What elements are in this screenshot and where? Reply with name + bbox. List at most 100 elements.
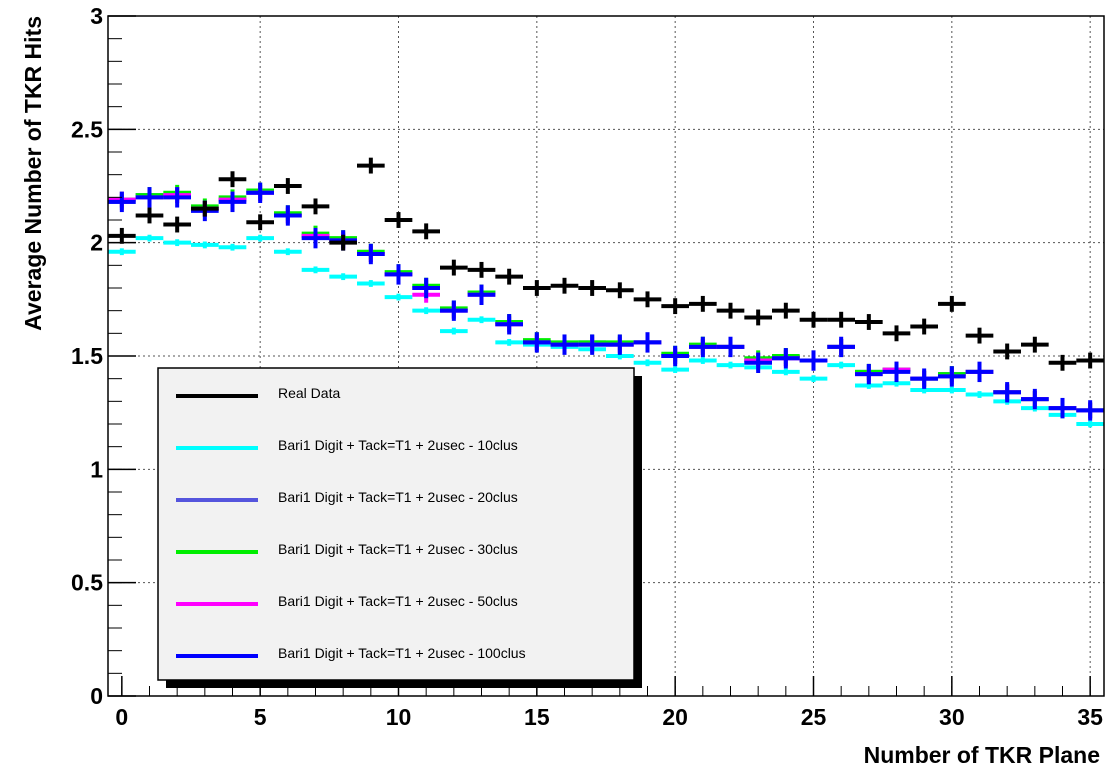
data-point bbox=[163, 187, 191, 208]
data-point bbox=[357, 280, 385, 287]
data-point bbox=[274, 178, 302, 194]
data-point bbox=[550, 334, 579, 355]
data-point bbox=[661, 366, 689, 373]
legend-label: Bari1 Digit + Tack=T1 + 2usec - 10clus bbox=[278, 437, 518, 453]
data-point bbox=[772, 302, 800, 319]
data-point bbox=[799, 311, 828, 328]
axis-ticks bbox=[108, 15, 1091, 697]
data-point bbox=[993, 343, 1021, 360]
series-5 bbox=[108, 182, 1104, 421]
data-point bbox=[633, 359, 662, 367]
y-tick-labels: 0 0.5 1 1.5 2 2.5 3 bbox=[71, 3, 103, 709]
data-point bbox=[716, 361, 745, 369]
data-point bbox=[218, 191, 247, 213]
data-point bbox=[606, 282, 634, 299]
data-point bbox=[246, 182, 274, 203]
data-point bbox=[827, 311, 855, 328]
data-point bbox=[523, 332, 551, 353]
data-point bbox=[910, 368, 938, 389]
data-point bbox=[163, 239, 191, 247]
data-point bbox=[882, 325, 911, 342]
data-point bbox=[1076, 420, 1104, 428]
x-tick-label: 5 bbox=[254, 704, 267, 730]
legend-label: Bari1 Digit + Tack=T1 + 2usec - 20clus bbox=[278, 489, 518, 505]
data-point bbox=[855, 363, 883, 385]
legend: Real Data Bari1 Digit + Tack=T1 + 2usec -… bbox=[157, 367, 642, 688]
data-point bbox=[301, 227, 330, 249]
data-point bbox=[191, 241, 219, 249]
data-point bbox=[1021, 336, 1049, 353]
data-point bbox=[440, 300, 468, 321]
data-point bbox=[495, 268, 523, 285]
data-layer bbox=[108, 157, 1104, 428]
data-point bbox=[633, 332, 662, 353]
data-point bbox=[965, 361, 994, 383]
data-point bbox=[772, 368, 800, 376]
data-point bbox=[495, 314, 523, 335]
legend-entry: Bari1 Digit + Tack=T1 + 2usec - 20clus bbox=[176, 489, 518, 505]
data-point bbox=[633, 291, 662, 308]
data-point bbox=[357, 157, 385, 174]
data-point bbox=[384, 264, 413, 285]
data-point bbox=[910, 318, 938, 335]
data-point bbox=[1076, 352, 1104, 369]
data-point bbox=[965, 391, 994, 398]
data-point bbox=[827, 361, 855, 369]
data-point bbox=[246, 214, 274, 231]
x-tick-labels: 0 5 10 15 20 25 30 35 bbox=[115, 704, 1103, 730]
data-point bbox=[412, 277, 440, 299]
data-point bbox=[108, 248, 136, 256]
legend-label: Real Data bbox=[278, 385, 340, 401]
data-point bbox=[938, 366, 966, 387]
data-point bbox=[467, 316, 496, 324]
data-point bbox=[965, 327, 994, 344]
x-tick-label: 35 bbox=[1077, 704, 1103, 730]
x-tick-label: 25 bbox=[801, 704, 827, 730]
data-point bbox=[799, 350, 828, 371]
data-point bbox=[578, 334, 606, 355]
data-point bbox=[744, 309, 772, 326]
data-point bbox=[938, 295, 966, 312]
data-point bbox=[716, 302, 745, 319]
data-point bbox=[827, 336, 855, 358]
legend-entry: Real Data bbox=[176, 385, 340, 401]
y-axis-title: Average Number of TKR Hits bbox=[20, 16, 46, 331]
data-point bbox=[357, 243, 385, 265]
data-point bbox=[108, 191, 136, 213]
data-point bbox=[412, 307, 440, 315]
legend-entries: Real Data Bari1 Digit + Tack=T1 + 2usec -… bbox=[176, 385, 526, 661]
legend-entry: Bari1 Digit + Tack=T1 + 2usec - 10clus bbox=[176, 437, 518, 453]
data-point bbox=[689, 336, 717, 358]
data-point bbox=[689, 357, 717, 364]
data-point bbox=[772, 348, 800, 369]
data-point bbox=[550, 277, 579, 294]
x-tick-label: 15 bbox=[524, 704, 550, 730]
x-axis-title: Number of TKR Plane bbox=[864, 742, 1100, 768]
legend-label: Bari1 Digit + Tack=T1 + 2usec - 100clus bbox=[278, 645, 526, 661]
data-point bbox=[384, 212, 413, 228]
data-point bbox=[218, 243, 247, 251]
data-point bbox=[993, 382, 1021, 403]
data-point bbox=[855, 314, 883, 330]
data-point bbox=[882, 361, 911, 383]
data-point bbox=[1076, 400, 1104, 421]
x-tick-label: 20 bbox=[662, 704, 688, 730]
series-1 bbox=[108, 234, 1104, 428]
data-point bbox=[301, 198, 330, 215]
data-point bbox=[135, 187, 164, 208]
data-point bbox=[744, 352, 772, 373]
y-tick-label: 0 bbox=[90, 683, 103, 709]
data-point bbox=[274, 205, 302, 226]
legend-entry: Bari1 Digit + Tack=T1 + 2usec - 100clus bbox=[176, 645, 526, 661]
data-point bbox=[274, 248, 302, 256]
legend-box bbox=[157, 367, 635, 681]
data-point bbox=[661, 345, 689, 367]
data-point bbox=[799, 375, 828, 383]
data-point bbox=[467, 261, 496, 278]
data-point bbox=[412, 223, 440, 240]
data-point bbox=[246, 234, 274, 242]
data-point bbox=[578, 280, 606, 296]
data-point bbox=[495, 339, 523, 346]
legend-entry: Bari1 Digit + Tack=T1 + 2usec - 30clus bbox=[176, 541, 518, 557]
